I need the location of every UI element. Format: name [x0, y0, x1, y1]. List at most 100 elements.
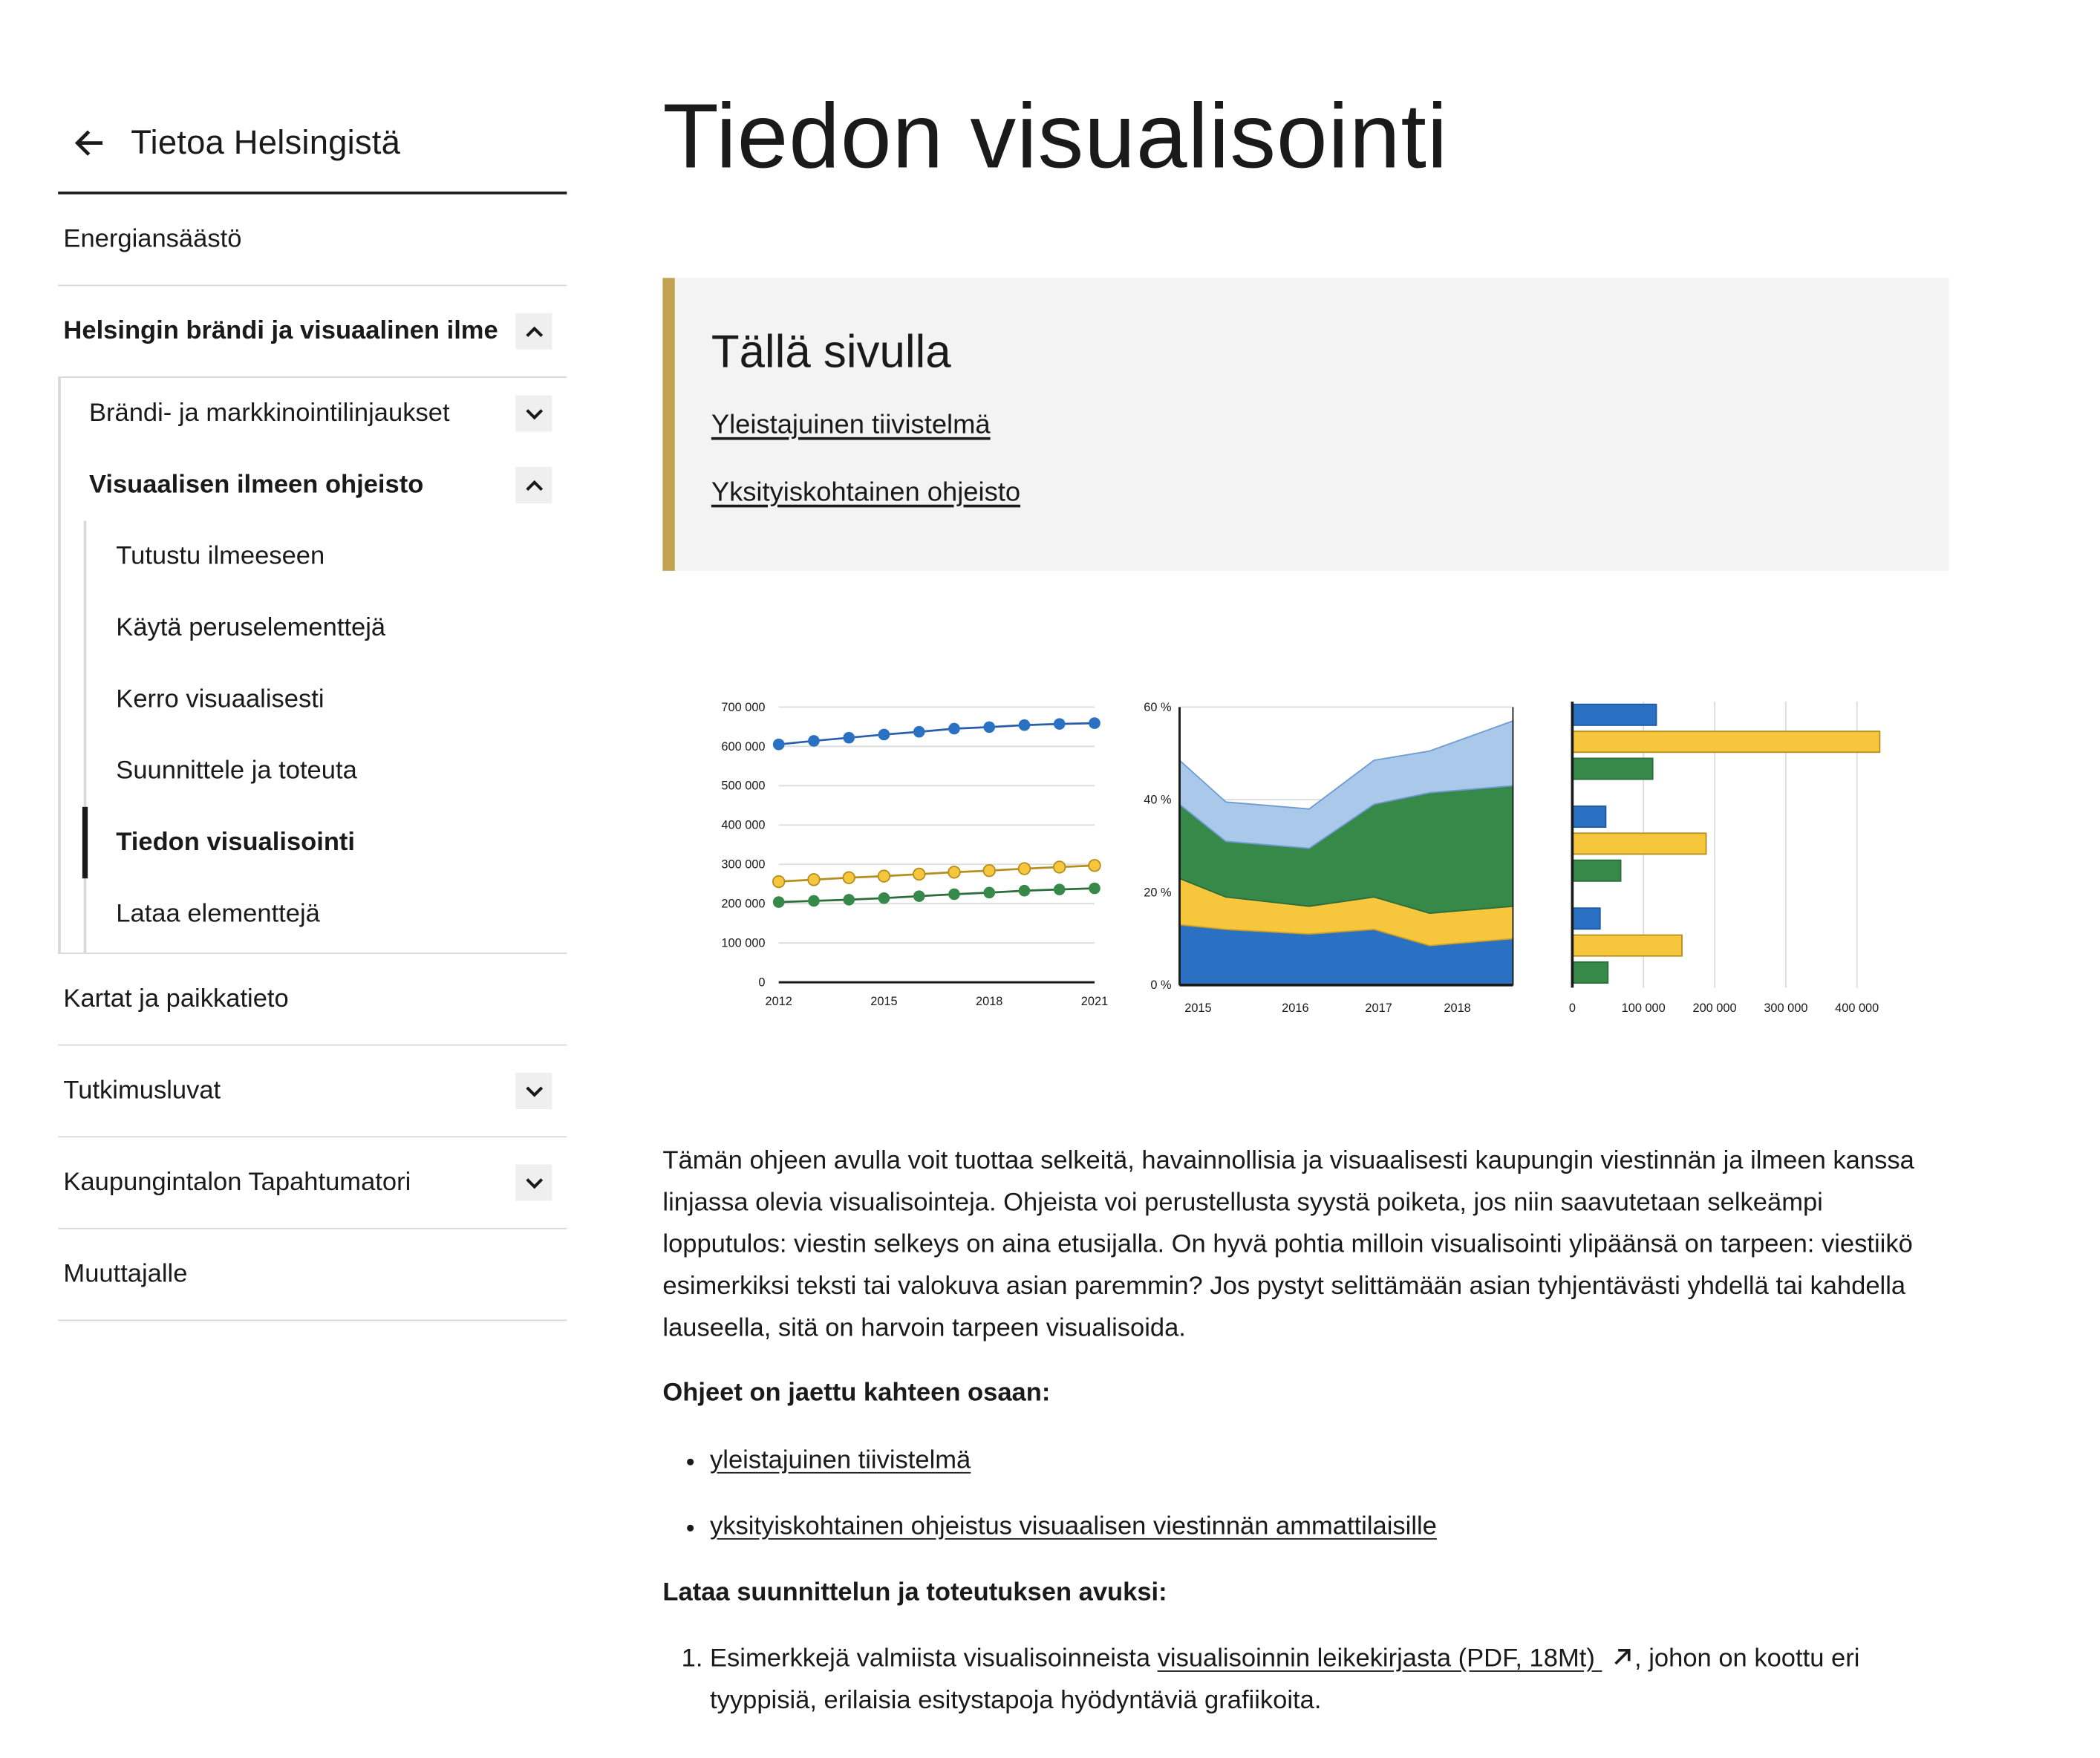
- link-scrapbook-pdf[interactable]: visualisoinnin leikekirjasta (PDF, 18Mt): [1157, 1644, 1602, 1673]
- bar: [1571, 832, 1707, 855]
- data-point: [912, 867, 926, 881]
- data-point: [772, 738, 785, 751]
- data-point: [843, 894, 855, 906]
- section-heading: Lataa suunnittelun ja toteutuksen avuksi…: [662, 1578, 1167, 1607]
- y-tick-label: 600 000: [721, 740, 765, 754]
- downloads-list: Esimerkkejä valmiista visualisoinneista …: [662, 1638, 1949, 1722]
- data-point: [807, 873, 821, 886]
- y-tick-label: 0 %: [1150, 978, 1171, 992]
- sidebar-item-label: Muuttajalle: [63, 1259, 188, 1288]
- data-point: [1088, 859, 1101, 872]
- list-item: yleistajuinen tiivistelmä: [710, 1440, 1949, 1481]
- data-point: [1017, 862, 1031, 875]
- x-tick-label: 2018: [976, 995, 1002, 1008]
- bar: [1571, 703, 1657, 726]
- chevron-down-icon[interactable]: [515, 395, 552, 432]
- data-point: [948, 888, 960, 901]
- y-tick-label: 400 000: [721, 819, 765, 832]
- x-tick-label: 2015: [870, 995, 897, 1008]
- bar: [1571, 731, 1881, 754]
- back-link[interactable]: Tietoa Helsingistä: [58, 94, 567, 195]
- data-point: [983, 721, 996, 733]
- article-body: Tämän ohjeen avulla voit tuottaa selkeit…: [662, 1140, 1949, 1722]
- sidebar-item-label: Kaupungintalon Tapahtumatori: [63, 1168, 411, 1197]
- sidebar-item-tutustu[interactable]: Tutustu ilmeeseen: [116, 541, 325, 570]
- list-item: Esimerkkejä valmiista visualisoinneista …: [710, 1638, 1949, 1722]
- sidebar-item-kerro[interactable]: Kerro visuaalisesti: [116, 684, 325, 713]
- sidebar-item-brandi[interactable]: Helsingin brändi ja visuaalinen ilme: [58, 286, 567, 378]
- sidebar-item-energiansaasto[interactable]: Energiansäästö: [58, 195, 567, 287]
- sidebar-item-muuttajalle[interactable]: Muuttajalle: [58, 1229, 567, 1321]
- x-tick-label: 400 000: [1835, 1001, 1879, 1015]
- y-tick-label: 100 000: [721, 937, 765, 950]
- toc-link-detailed[interactable]: Yksityiskohtainen ohjeisto: [711, 477, 1021, 508]
- line-chart: 0 100 000 200 000 300 000 400 000 500 000 600 …: [721, 701, 1108, 1008]
- series-line: [778, 887, 1095, 903]
- data-point: [983, 886, 996, 899]
- area-chart: 0 % 20 % 40 % 60 % 2015 2016 2017 2018: [1144, 701, 1514, 1015]
- sidebar-nav: Tietoa Helsingistä Energiansäästö Helsin…: [58, 94, 567, 1321]
- data-point: [913, 725, 925, 738]
- x-tick-label: 2018: [1444, 1001, 1470, 1015]
- chevron-up-icon[interactable]: [515, 313, 552, 350]
- y-tick-label: 20 %: [1144, 886, 1171, 899]
- sidebar-item-label: Tutkimusluvat: [63, 1076, 221, 1105]
- sidebar-item-ilmeen-ohjeisto[interactable]: Visuaalisen ilmeen ohjeisto: [61, 449, 567, 520]
- bar-chart: 0 100 000 200 000 300 000 400 000: [1569, 702, 1881, 1015]
- sidebar-item-lataa[interactable]: Lataa elementtejä: [116, 899, 320, 928]
- sidebar-item-label: Brändi- ja markkinointilinjaukset: [88, 399, 450, 428]
- x-tick-label: 100 000: [1622, 1001, 1666, 1015]
- sidebar-item-tutkimusluvat[interactable]: Tutkimusluvat: [58, 1046, 567, 1138]
- intro-paragraph: Tämän ohjeen avulla voit tuottaa selkeit…: [662, 1146, 1914, 1343]
- chevron-down-icon[interactable]: [515, 1072, 552, 1109]
- sidebar-item-suunnittele[interactable]: Suunnittele ja toteuta: [116, 756, 357, 785]
- y-tick-label: 200 000: [721, 898, 765, 911]
- sidebar-item-tiedon-visualisointi[interactable]: Tiedon visualisointi: [82, 806, 567, 879]
- data-point: [948, 866, 961, 879]
- x-tick-label: 2016: [1282, 1001, 1308, 1015]
- y-tick-label: 300 000: [721, 858, 765, 872]
- data-point: [877, 869, 891, 883]
- data-point: [842, 871, 855, 884]
- sidebar-subsubnav: Tutustu ilmeeseen Käytä peruselementtejä…: [82, 520, 567, 953]
- data-point: [913, 890, 925, 902]
- y-tick-label: 60 %: [1144, 701, 1171, 714]
- arrow-left-icon: [74, 130, 103, 156]
- page-title: Tiedon visualisointi: [662, 85, 1449, 188]
- data-point: [1089, 717, 1100, 729]
- sidebar-item-tapahtumatori[interactable]: Kaupungintalon Tapahtumatori: [58, 1137, 567, 1229]
- section-heading: Ohjeet on jaettu kahteen osaan:: [662, 1379, 1051, 1408]
- series-line: [778, 864, 1095, 883]
- sidebar-subnav: Brändi- ja markkinointilinjaukset Visuaa…: [58, 377, 567, 954]
- sidebar-item-label: Energiansäästö: [63, 224, 242, 253]
- link-summary[interactable]: yleistajuinen tiivistelmä: [710, 1446, 971, 1475]
- bar: [1571, 907, 1601, 930]
- data-point: [808, 735, 820, 747]
- chevron-up-icon[interactable]: [515, 466, 552, 503]
- x-tick-label: 200 000: [1693, 1001, 1737, 1015]
- list-item: yksityiskohtainen ohjeistus visuaalisen …: [710, 1506, 1949, 1547]
- link-detailed[interactable]: yksityiskohtainen ohjeistus visuaalisen …: [710, 1512, 1437, 1541]
- bar: [1571, 757, 1654, 780]
- data-point: [1018, 719, 1031, 731]
- list-item-text: , johon on koottu eri tyyppisiä, erilais…: [710, 1644, 1860, 1716]
- data-point: [772, 875, 786, 889]
- bar: [1571, 934, 1683, 957]
- sidebar-item-markkinointilinjaukset[interactable]: Brändi- ja markkinointilinjaukset: [61, 378, 567, 449]
- data-point: [772, 896, 785, 908]
- sidebar-item-peruselementit[interactable]: Käytä peruselementtejä: [116, 613, 386, 642]
- x-tick-label: 0: [1569, 1001, 1576, 1015]
- sidebar-item-label: Visuaalisen ilmeen ohjeisto: [88, 470, 424, 499]
- bar: [1571, 961, 1609, 984]
- list-item-text: Esimerkkejä valmiista visualisoinneista: [710, 1644, 1158, 1673]
- sidebar-item-label: Kartat ja paikkatieto: [63, 984, 289, 1013]
- external-link-icon: [1614, 1648, 1631, 1665]
- x-tick-label: 2017: [1365, 1001, 1392, 1015]
- data-point: [1053, 860, 1066, 874]
- sidebar-item-kartat[interactable]: Kartat ja paikkatieto: [58, 954, 567, 1046]
- toc-link-summary[interactable]: Yleistajuinen tiivistelmä: [711, 410, 991, 440]
- chevron-down-icon[interactable]: [515, 1164, 552, 1201]
- data-point: [808, 895, 820, 907]
- y-tick-label: 0: [758, 976, 765, 990]
- y-tick-label: 500 000: [721, 780, 765, 793]
